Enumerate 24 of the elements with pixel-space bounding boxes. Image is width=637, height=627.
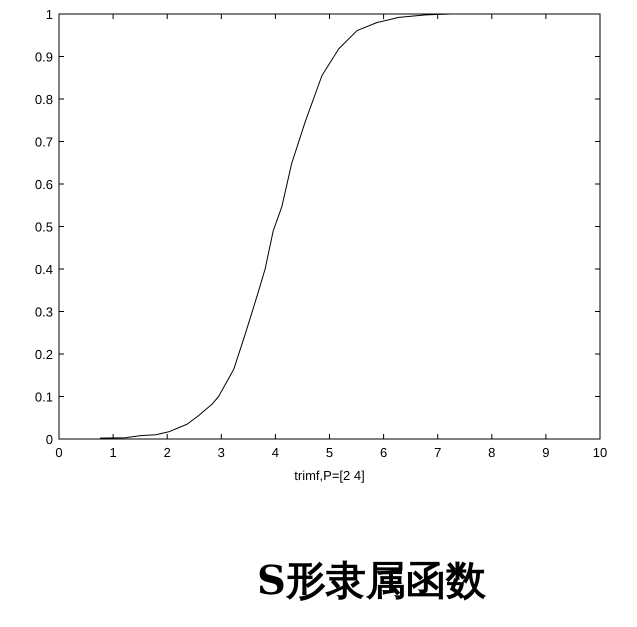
y-tick-label: 0.8 — [34, 92, 53, 107]
y-tick-label: 0.6 — [34, 177, 53, 192]
x-tick-label: 10 — [592, 445, 608, 460]
y-tick-label: 1 — [46, 7, 53, 22]
x-tick-label: 6 — [380, 445, 388, 460]
text: S形隶属函数 — [257, 557, 487, 604]
x-axis-title: trimf,P=[2 4] — [294, 468, 365, 483]
y-tick-label: 0.3 — [34, 304, 53, 320]
y-tick-label: 0.9 — [34, 50, 53, 64]
y-tick-label: 0.7 — [34, 134, 53, 150]
y-tick-label: 0.4 — [34, 262, 53, 277]
y-tick-label: 0 — [46, 432, 53, 447]
y-tick-label: 0.2 — [34, 347, 53, 362]
x-tick-label: 0 — [55, 445, 63, 460]
y-tick-label: 0.5 — [34, 220, 53, 234]
x-tick-label: 9 — [542, 445, 550, 460]
x-tick-label: 5 — [326, 445, 334, 460]
x-tick-label: 3 — [218, 445, 225, 460]
x-tick-label: 4 — [272, 445, 280, 460]
x-tick-label: 8 — [488, 445, 496, 460]
x-tick-label: 7 — [434, 445, 442, 460]
y-tick-label: 0.1 — [34, 390, 53, 404]
x-tick-label: 1 — [109, 445, 117, 460]
x-tick-label: 2 — [164, 445, 171, 460]
